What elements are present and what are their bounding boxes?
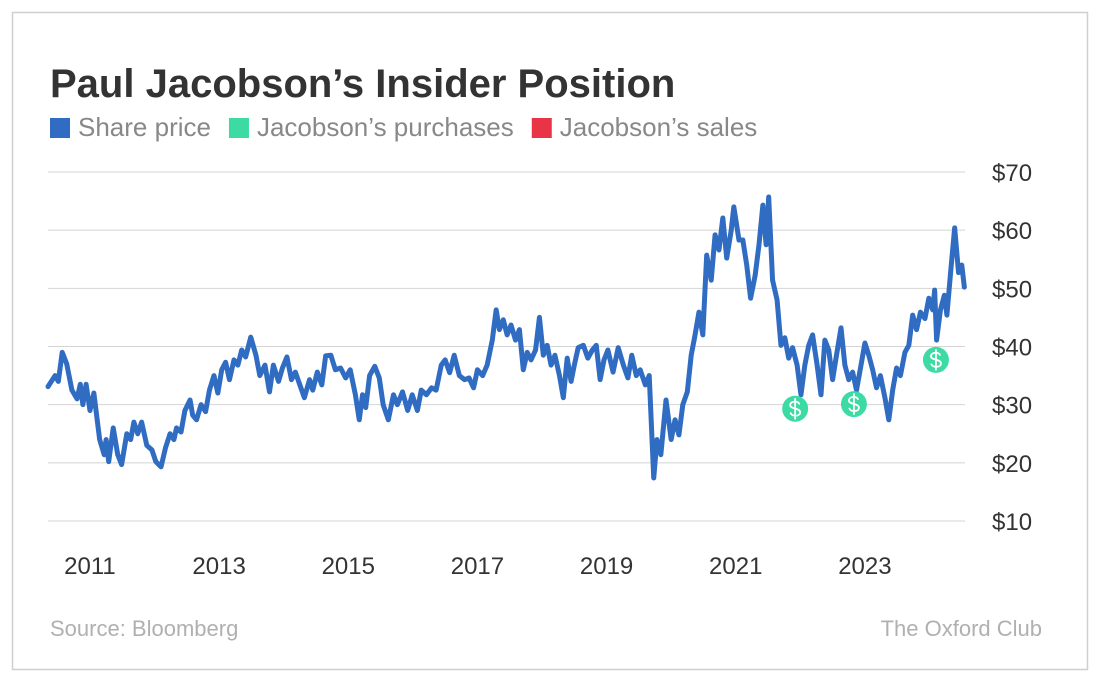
legend-label: Jacobson’s sales — [560, 112, 758, 142]
y-tick-label: $30 — [992, 393, 1032, 420]
legend-swatch — [228, 118, 249, 138]
price-line — [45, 194, 967, 481]
dollar-icon — [789, 397, 802, 420]
y-tick-label: $50 — [992, 276, 1032, 303]
dollar-icon — [848, 393, 860, 415]
x-tick-label: 2021 — [709, 553, 762, 580]
legend-label: Share price — [78, 112, 211, 142]
y-tick-label: $60 — [992, 218, 1032, 245]
dollar-icon — [930, 348, 942, 371]
x-tick-label: 2011 — [64, 553, 116, 580]
x-tick-label: 2017 — [451, 553, 504, 580]
source-note: Source: Bloomberg — [50, 616, 238, 641]
y-tick-label: $10 — [992, 509, 1032, 536]
credit-note: The Oxford Club — [881, 616, 1042, 641]
chart-title: Paul Jacobson’s Insider Position — [50, 62, 675, 106]
legend-swatch — [531, 118, 552, 138]
x-tick-label: 2023 — [838, 553, 891, 580]
trade-marker — [840, 391, 867, 418]
trade-marker — [922, 346, 949, 373]
y-tick-label: $40 — [992, 335, 1032, 362]
trade-marker — [782, 395, 809, 422]
x-tick-label: 2013 — [192, 553, 245, 580]
x-tick-label: 2019 — [580, 553, 633, 580]
legend-label: Jacobson’s purchases — [257, 112, 514, 142]
x-tick-label: 2015 — [322, 553, 375, 580]
legend-swatch — [50, 118, 70, 138]
y-tick-label: $20 — [992, 451, 1032, 478]
y-tick-label: $70 — [992, 160, 1032, 187]
